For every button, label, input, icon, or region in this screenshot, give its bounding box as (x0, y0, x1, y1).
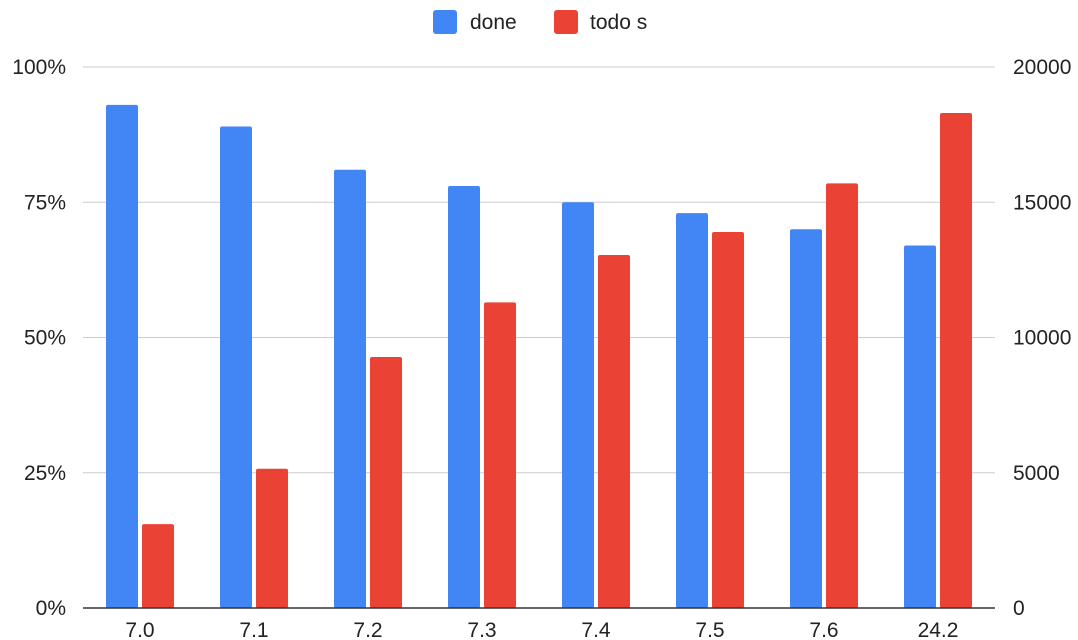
x-tick-label: 7.5 (695, 619, 724, 640)
x-axis-ticks: 7.0 7.1 7.2 7.3 7.4 7.5 7.6 24.2 (125, 619, 958, 640)
x-tick-label: 24.2 (918, 619, 959, 640)
bar-todo-s-24-2 (940, 112, 972, 609)
bar-todo-s-7-5 (712, 232, 744, 608)
legend-swatch-done (433, 10, 457, 34)
right-tick-label: 10000 (1013, 327, 1071, 350)
left-tick-label: 75% (24, 191, 66, 214)
right-tick-label: 20000 (1013, 56, 1071, 79)
bar-todo-s-7-6 (826, 183, 858, 608)
bars (106, 104, 972, 609)
right-tick-label: 5000 (1013, 462, 1060, 485)
bar-done-7-5 (676, 213, 708, 608)
x-tick-label: 7.4 (581, 619, 611, 640)
gridlines (83, 66, 995, 474)
x-tick-label: 7.2 (353, 619, 382, 640)
bar-done-24-2 (904, 245, 936, 608)
legend-label: todo s (590, 11, 647, 34)
bar-done-7-2 (334, 169, 366, 609)
legend-label: done (470, 11, 517, 34)
bar-done-7-6 (790, 229, 822, 609)
bar-todo-s-7-0 (142, 524, 174, 608)
left-tick-label: 0% (36, 597, 66, 620)
left-tick-label: 25% (24, 462, 66, 485)
x-tick-label: 7.0 (125, 619, 154, 640)
bar-done-7-4 (562, 202, 594, 608)
x-tick-label: 7.3 (467, 619, 496, 640)
bar-todo-s-7-3 (484, 302, 516, 608)
legend-swatch-todo-s (554, 10, 578, 34)
bar-done-7-0 (106, 104, 138, 609)
x-tick-label: 7.6 (809, 619, 838, 640)
x-tick-label: 7.1 (239, 619, 268, 640)
right-axis-ticks: 0 5000 10000 15000 20000 (1013, 56, 1071, 620)
bar-todo-s-7-2 (370, 356, 402, 608)
left-tick-label: 100% (12, 56, 66, 79)
left-axis-ticks: 0% 25% 50% 75% 100% (12, 56, 66, 620)
bar-done-7-1 (220, 126, 252, 608)
right-tick-label: 0 (1013, 597, 1025, 620)
left-tick-label: 50% (24, 327, 66, 350)
right-tick-label: 15000 (1013, 191, 1071, 214)
legend: done todo s (433, 10, 647, 34)
bar-todo-s-7-4 (598, 254, 630, 608)
bar-done-7-3 (448, 186, 480, 608)
bar-todo-s-7-1 (256, 468, 288, 608)
